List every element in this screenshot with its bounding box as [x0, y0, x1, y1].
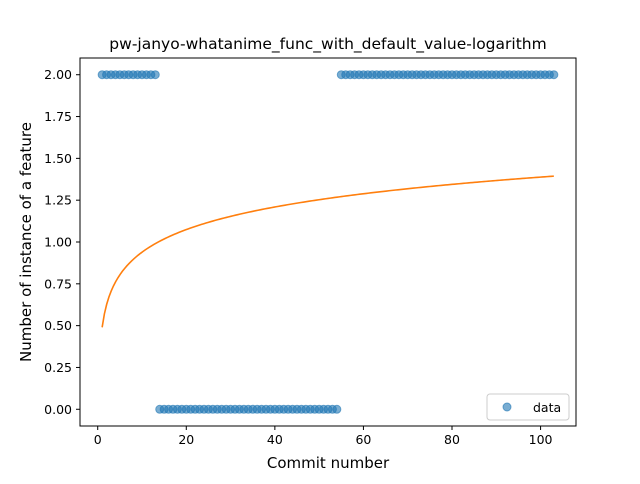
- y-tick-label: 1.00: [44, 235, 72, 250]
- y-tick-label: 1.75: [44, 109, 72, 124]
- x-tick-label: 0: [94, 432, 102, 447]
- plot-area: [97, 70, 559, 414]
- y-tick-label: 1.25: [44, 193, 72, 208]
- chart-title: pw-janyo-whatanime_func_with_default_val…: [109, 35, 546, 54]
- axes: 0 20 40 60 80 100 0.00 0.25 0.50 0.75 1.00 1.25 1.50…: [44, 57, 577, 447]
- legend-label: data: [533, 400, 561, 415]
- y-tick-label: 2.00: [44, 67, 72, 82]
- y-tick-label: 0.00: [44, 402, 72, 417]
- x-tick-label: 40: [267, 432, 283, 447]
- data-point: [332, 404, 342, 414]
- legend: data: [486, 393, 570, 421]
- data-point: [150, 70, 160, 80]
- y-tick-label: 1.50: [44, 151, 72, 166]
- legend-marker: [502, 402, 512, 412]
- legend-box: [486, 393, 570, 421]
- y-axis-label: Number of instance of a feature: [17, 122, 35, 362]
- y-tick-label: 0.25: [44, 360, 72, 375]
- x-tick-label: 60: [355, 432, 371, 447]
- x-tick-label: 20: [178, 432, 194, 447]
- x-tick-label: 80: [444, 432, 460, 447]
- x-axis-label: Commit number: [267, 454, 390, 472]
- y-tick-label: 0.50: [44, 318, 72, 333]
- data-point: [549, 70, 559, 80]
- fit-line: [101, 175, 554, 328]
- x-tick-label: 100: [529, 432, 553, 447]
- y-tick-label: 0.75: [44, 276, 72, 291]
